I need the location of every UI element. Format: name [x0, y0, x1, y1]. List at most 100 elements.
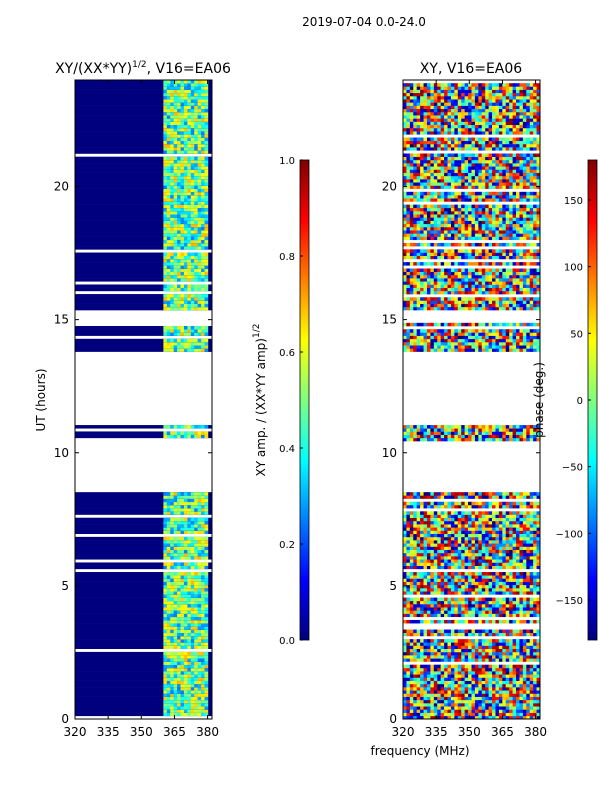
- heatmap-cell: [433, 664, 438, 669]
- heatmap-cell: [423, 332, 428, 336]
- heatmap-cell: [471, 603, 476, 608]
- heatmap-cell: [485, 619, 489, 624]
- heatmap-cell: [495, 690, 500, 694]
- heatmap-cell: [481, 504, 486, 509]
- phase-heatmap: [403, 83, 541, 720]
- heatmap-row: [75, 329, 212, 333]
- heatmap-cell: [430, 338, 435, 343]
- heatmap-cell: [478, 552, 483, 557]
- heatmap-cell: [536, 683, 541, 688]
- heatmap-cell: [194, 661, 198, 665]
- heatmap-cell: [440, 540, 445, 544]
- heatmap-row: [75, 434, 212, 439]
- heatmap-cell: [440, 706, 445, 710]
- heatmap-cell: [533, 632, 537, 637]
- heatmap-cell: [454, 504, 459, 509]
- heatmap-cell: [464, 578, 469, 582]
- heatmap-cell: [529, 693, 534, 697]
- heatmap-cell: [204, 431, 209, 435]
- heatmap-cell: [495, 683, 500, 688]
- heatmap-cell: [505, 591, 510, 595]
- heatmap-cell: [426, 329, 431, 333]
- heatmap-cell: [502, 540, 507, 544]
- heatmap-cell: [433, 434, 438, 439]
- heatmap-cell: [492, 565, 496, 570]
- heatmap-cell: [519, 511, 524, 515]
- heatmap-cell: [492, 495, 496, 499]
- heatmap-cell: [533, 536, 537, 541]
- heatmap-cell: [474, 428, 479, 432]
- heatmap-cell: [502, 345, 507, 349]
- heatmap-cell: [519, 572, 524, 576]
- heatmap-cell: [163, 712, 168, 717]
- heatmap-cell: [444, 677, 448, 681]
- heatmap-cell: [450, 556, 455, 560]
- heatmap-cell: [180, 239, 185, 244]
- heatmap-cell: [173, 600, 178, 605]
- heatmap-cell: [519, 715, 524, 720]
- heatmap-cell: [478, 495, 483, 499]
- heatmap-cell: [488, 680, 493, 685]
- heatmap-cell: [488, 437, 493, 442]
- heatmap-cell: [194, 658, 198, 662]
- heatmap-cell: [413, 632, 417, 637]
- heatmap-row: [75, 498, 212, 503]
- heatmap-cell: [526, 639, 531, 643]
- heatmap-cell: [488, 514, 493, 519]
- heatmap-cell: [468, 425, 472, 429]
- heatmap-cell: [481, 543, 486, 547]
- heatmap-cell: [433, 428, 438, 432]
- heatmap-cell: [204, 150, 209, 154]
- heatmap-cell: [183, 143, 188, 148]
- heatmap-cell: [485, 655, 489, 659]
- heatmap-cell: [509, 709, 513, 713]
- heatmap-cell: [488, 552, 493, 557]
- heatmap-cell: [204, 166, 209, 170]
- heatmap-cell: [533, 533, 537, 538]
- heatmap-cell: [197, 214, 202, 218]
- heatmap-cell: [505, 690, 510, 694]
- heatmap-cell: [536, 431, 541, 435]
- heatmap-cell: [495, 588, 500, 592]
- heatmap-cell: [522, 425, 527, 429]
- heatmap-cell: [457, 706, 462, 710]
- heatmap-cell: [426, 658, 431, 662]
- heatmap-cell: [194, 642, 198, 646]
- heatmap-cell: [474, 581, 479, 586]
- heatmap-cell: [416, 664, 421, 669]
- heatmap-cell: [177, 524, 181, 528]
- heatmap-cell: [516, 524, 520, 528]
- heatmap-cell: [177, 271, 181, 276]
- heatmap-cell: [166, 121, 171, 126]
- heatmap-cell: [522, 706, 527, 710]
- heatmap-cell: [485, 639, 489, 643]
- heatmap-cell: [409, 492, 414, 496]
- heatmap-row: [75, 530, 212, 534]
- heatmap-cell: [187, 607, 192, 611]
- heatmap-cell: [403, 696, 407, 701]
- heatmap-cell: [447, 527, 452, 531]
- heatmap-cell: [194, 102, 198, 106]
- heatmap-cell: [516, 332, 520, 336]
- heatmap-cell: [481, 699, 486, 704]
- heatmap-cell: [498, 530, 503, 534]
- heatmap-cell: [526, 517, 531, 522]
- heatmap-cell: [204, 300, 209, 304]
- heatmap-cell: [492, 492, 496, 496]
- heatmap-cell: [536, 495, 541, 499]
- heatmap-cell: [437, 540, 441, 544]
- x-tick-label: 320: [64, 725, 87, 739]
- heatmap-cell: [173, 188, 178, 193]
- heatmap-cell: [180, 524, 185, 528]
- heatmap-cell: [177, 603, 181, 608]
- heatmap-cell: [519, 687, 524, 691]
- heatmap-cell: [187, 655, 192, 659]
- heatmap-cell: [485, 600, 489, 605]
- heatmap-cell: [526, 434, 531, 439]
- heatmap-cell: [187, 434, 192, 439]
- heatmap-cell: [187, 603, 192, 608]
- heatmap-cell: [409, 607, 414, 611]
- heatmap-cell: [505, 671, 510, 675]
- heatmap-cell: [426, 345, 431, 349]
- heatmap-cell: [495, 562, 500, 566]
